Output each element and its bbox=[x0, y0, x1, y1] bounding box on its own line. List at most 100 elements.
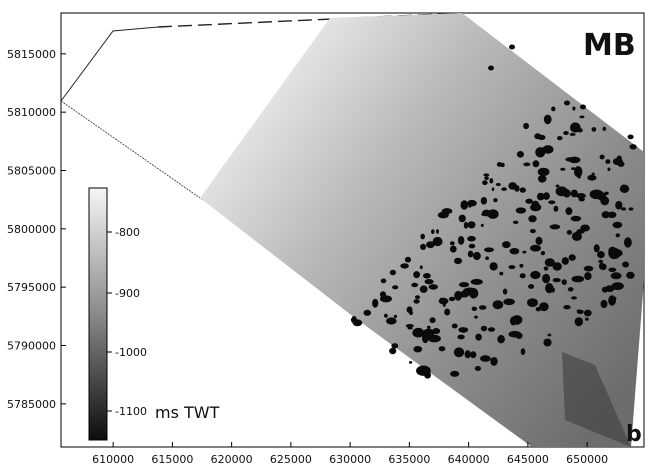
pockmark bbox=[539, 302, 549, 312]
pockmark bbox=[363, 309, 372, 316]
pockmark bbox=[522, 250, 527, 254]
pockmark bbox=[484, 176, 489, 181]
pockmark bbox=[420, 243, 427, 250]
pockmark bbox=[531, 200, 540, 210]
pockmark bbox=[515, 207, 527, 214]
pockmark bbox=[564, 100, 570, 106]
pockmark bbox=[532, 160, 540, 168]
pockmark bbox=[600, 299, 608, 309]
pockmark bbox=[537, 167, 550, 177]
pockmark bbox=[519, 273, 526, 279]
pockmark bbox=[511, 315, 523, 325]
pockmark bbox=[467, 221, 476, 229]
pockmark bbox=[587, 174, 597, 181]
pockmark bbox=[629, 144, 637, 150]
pockmark bbox=[571, 296, 577, 300]
pockmark bbox=[599, 262, 605, 270]
y-axis-tick-label: 5790000 bbox=[7, 340, 56, 353]
pockmark bbox=[448, 296, 456, 302]
pockmark bbox=[480, 197, 488, 205]
pockmark bbox=[490, 357, 498, 366]
pockmark bbox=[497, 335, 505, 344]
pockmark bbox=[597, 251, 605, 259]
pockmark bbox=[520, 348, 526, 356]
pockmark bbox=[482, 180, 488, 186]
pockmark bbox=[534, 133, 542, 140]
pockmark bbox=[616, 155, 622, 162]
pockmark bbox=[453, 347, 465, 358]
pockmark bbox=[474, 315, 478, 319]
pockmark bbox=[453, 257, 463, 265]
pockmark bbox=[612, 221, 623, 229]
pockmark bbox=[530, 270, 541, 280]
pockmark bbox=[576, 193, 586, 199]
pockmark bbox=[628, 207, 634, 211]
pockmark bbox=[432, 328, 441, 335]
pockmark bbox=[601, 286, 608, 293]
pockmark bbox=[407, 326, 413, 330]
pockmark bbox=[426, 241, 435, 249]
pockmark bbox=[552, 262, 562, 271]
area-label: MB bbox=[583, 28, 636, 63]
pockmark bbox=[436, 229, 439, 234]
pockmark bbox=[414, 295, 421, 300]
y-axis-tick-label: 5795000 bbox=[7, 281, 56, 294]
y-axis: 5785000 5790000 5795000 5800000 5805000 58100… bbox=[7, 48, 66, 411]
pockmark bbox=[622, 261, 630, 268]
pockmark bbox=[480, 223, 484, 227]
x-axis-tick-label: 620000 bbox=[211, 453, 253, 466]
pockmark bbox=[615, 233, 620, 238]
y-axis-tick-label: 5785000 bbox=[7, 398, 56, 411]
pockmark bbox=[495, 182, 501, 187]
pockmark bbox=[548, 200, 556, 205]
pockmark bbox=[567, 287, 574, 292]
pockmark bbox=[502, 241, 511, 249]
pockmark bbox=[454, 290, 462, 301]
y-axis-tick-label: 5810000 bbox=[7, 106, 56, 119]
pockmark bbox=[460, 200, 469, 210]
pockmark bbox=[470, 201, 475, 206]
pockmark bbox=[423, 273, 431, 279]
pockmark bbox=[529, 229, 536, 234]
pockmark bbox=[570, 215, 582, 222]
pockmark bbox=[585, 317, 589, 321]
pockmark bbox=[352, 316, 356, 321]
pockmark bbox=[568, 254, 576, 261]
pockmark bbox=[478, 305, 487, 310]
x-axis-tick-label: 640000 bbox=[448, 453, 490, 466]
pockmark bbox=[555, 184, 560, 188]
pockmark bbox=[424, 279, 434, 285]
pockmark bbox=[589, 189, 604, 200]
pockmark bbox=[480, 325, 488, 332]
pockmark bbox=[578, 197, 585, 202]
pockmark bbox=[450, 245, 457, 253]
pockmark bbox=[412, 327, 425, 338]
pockmark bbox=[584, 272, 592, 281]
pockmark bbox=[561, 279, 567, 285]
survey-outline-thin bbox=[60, 26, 159, 102]
pockmark bbox=[405, 324, 414, 328]
pockmark bbox=[571, 167, 576, 171]
x-axis: 610000 615000 620000 625000 630000 635000 6400… bbox=[92, 442, 608, 466]
pockmark bbox=[550, 287, 555, 293]
pockmark bbox=[458, 327, 469, 333]
pockmark bbox=[489, 178, 494, 184]
pockmark bbox=[540, 251, 546, 256]
pockmark bbox=[543, 338, 552, 347]
pockmark bbox=[612, 249, 623, 257]
pockmark bbox=[563, 305, 571, 310]
x-axis-tick-label: 645000 bbox=[507, 453, 549, 466]
pockmark bbox=[523, 162, 531, 167]
pockmark bbox=[601, 211, 610, 219]
pockmark bbox=[389, 269, 396, 276]
pockmark bbox=[467, 235, 476, 242]
pockmark bbox=[468, 288, 473, 294]
x-axis-tick-label: 610000 bbox=[92, 453, 134, 466]
pockmark bbox=[627, 134, 634, 140]
pockmark bbox=[413, 346, 423, 353]
pockmark bbox=[481, 209, 492, 217]
survey-outline-edge bbox=[60, 100, 204, 201]
y-axis-tick-label: 5805000 bbox=[7, 165, 56, 178]
pockmark bbox=[536, 192, 545, 201]
pockmark bbox=[563, 131, 569, 135]
